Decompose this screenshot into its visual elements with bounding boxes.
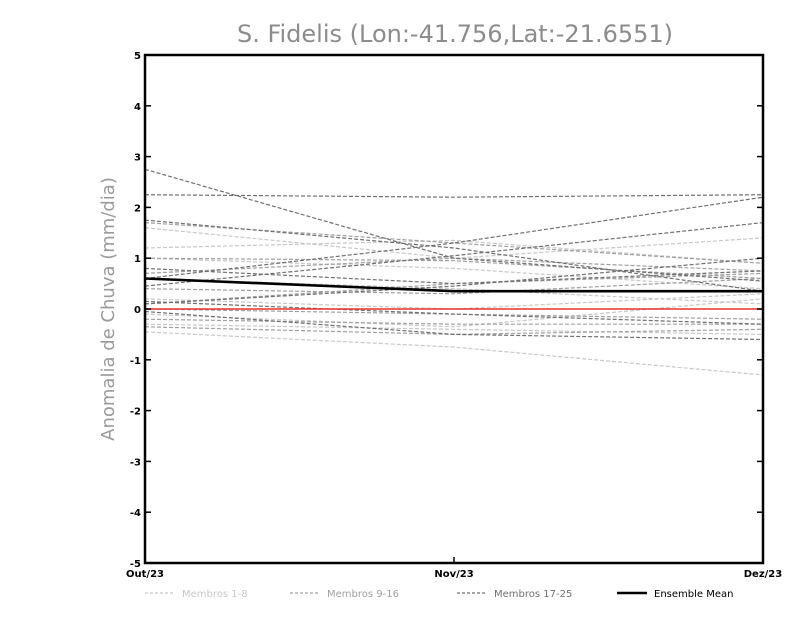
x-tick-label: Out/23: [126, 569, 164, 580]
y-tick-label: -4: [130, 508, 141, 519]
y-tick-label: -5: [130, 559, 141, 570]
y-tick-label: 4: [134, 102, 141, 113]
y-ticks: -5 -4 -3 -2 -1 0 1 2 3 4 5: [130, 51, 763, 570]
y-axis-label: Anomalia de Chuva (mm/dia): [98, 177, 119, 441]
member-series-line: [144, 323, 764, 335]
legend: Membros 1-8 Membros 9-16 Membros 17-25 Ense…: [145, 589, 733, 600]
y-tick-label: -1: [130, 356, 141, 367]
member-series-line: [144, 227, 764, 259]
x-ticks: Out/23 Nov/23 Dez/23: [126, 557, 782, 580]
member-series-line: [144, 277, 764, 295]
member-series-line: [144, 300, 764, 325]
series-layer: [144, 168, 764, 376]
legend-label: Membros 17-25: [494, 589, 572, 600]
ensemble-mean-line: [144, 277, 763, 293]
member-series-line: [144, 267, 764, 285]
y-tick-label: 2: [134, 203, 141, 214]
member-series-line: [144, 222, 764, 287]
legend-label: Membros 1-8: [182, 589, 248, 600]
y-tick-label: -2: [130, 407, 141, 418]
member-series-line: [144, 257, 764, 290]
member-series-line: [144, 257, 764, 280]
y-tick-label: 1: [134, 254, 141, 265]
y-tick-label: 5: [134, 51, 141, 62]
ensemble-mean-layer: [144, 277, 763, 293]
member-series-line: [144, 310, 764, 341]
x-tick-label: Dez/23: [744, 569, 783, 580]
member-series-line: [144, 239, 764, 264]
member-series-line: [144, 318, 763, 325]
member-series-line: [144, 257, 764, 305]
y-tick-label: -3: [130, 457, 141, 468]
member-series-line: [144, 293, 764, 310]
member-series-line: [144, 219, 764, 292]
member-series-line: [144, 194, 764, 198]
y-tick-label: 3: [134, 153, 141, 164]
legend-label: Membros 9-16: [327, 589, 399, 600]
member-series-line: [144, 168, 764, 282]
member-series-line: [144, 331, 764, 376]
y-tick-label: 0: [134, 305, 141, 316]
member-series-line: [144, 298, 764, 328]
legend-label: Ensemble Mean: [654, 589, 733, 600]
member-series-line: [144, 196, 764, 280]
x-tick-label: Nov/23: [434, 569, 473, 580]
chart-title: S. Fidelis (Lon:-41.756,Lat:-21.6551): [237, 20, 673, 48]
